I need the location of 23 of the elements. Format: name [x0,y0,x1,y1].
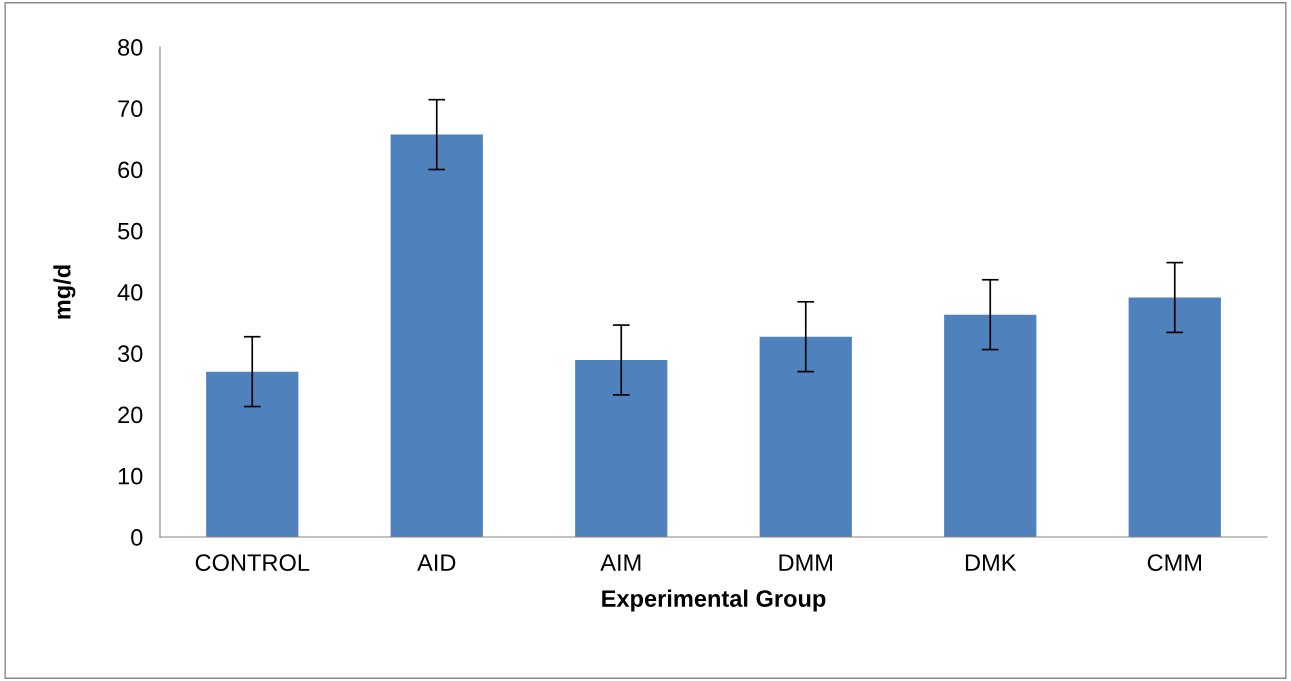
x-tick-label: DMM [779,554,833,571]
y-tick-label: 20 [118,406,143,424]
x-tick-label: CMM [1147,554,1202,572]
bar [206,371,299,537]
x-tick-label: CONTROL [195,554,310,572]
y-tick-label: 10 [118,467,143,485]
x-tick-label: AID [417,554,456,571]
y-tick-label: 0 [131,529,143,546]
bar [1128,297,1221,537]
y-axis-title: mg/d [53,265,76,319]
bar [944,314,1037,537]
bar [575,359,668,537]
x-tick-label: AIM [600,554,641,571]
y-tick-label: 80 [118,39,143,56]
y-tick-label: 50 [118,222,143,240]
bar [390,134,483,537]
bar [759,336,852,537]
y-tick-label: 70 [118,100,143,118]
x-axis-title: Experimental Group [602,589,826,612]
y-tick-label: 60 [118,161,143,179]
y-tick-label: 40 [117,284,143,301]
y-tick-label: 30 [117,345,143,363]
x-tick-label: DMK [965,554,1017,571]
